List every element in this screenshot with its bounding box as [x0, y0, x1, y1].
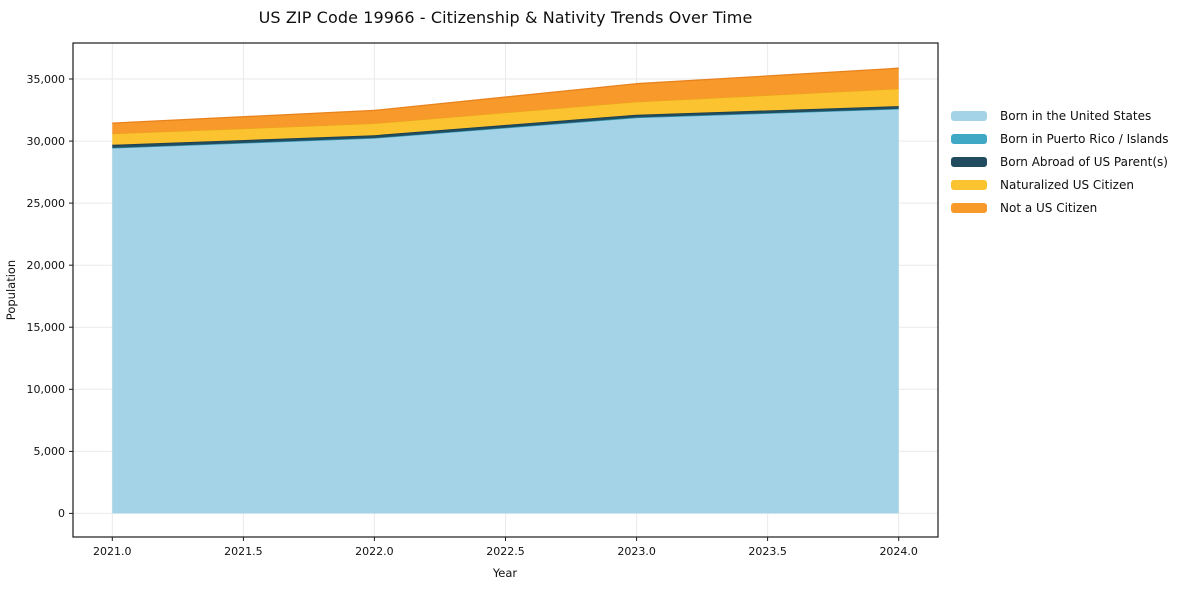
- y-tick-label: 5,000: [34, 445, 66, 458]
- x-tick-label: 2021.0: [93, 545, 132, 558]
- legend-item-4: Not a US Citizen: [951, 196, 1169, 219]
- legend-label: Born in the United States: [1000, 108, 1152, 123]
- y-tick-label: 20,000: [27, 259, 66, 272]
- area-series-2: [112, 106, 899, 148]
- area-series-0: [112, 108, 899, 514]
- legend-swatch: [951, 202, 987, 213]
- legend: Born in the United States Born in Puerto …: [951, 104, 1169, 219]
- legend-item-2: Born Abroad of US Parent(s): [951, 150, 1169, 173]
- x-tick-label: 2022.0: [355, 545, 394, 558]
- y-tick-label: 35,000: [27, 73, 66, 86]
- y-tick-label: 25,000: [27, 197, 66, 210]
- area-series-4: [112, 68, 899, 134]
- x-tick-label: 2021.5: [224, 545, 263, 558]
- legend-label: Not a US Citizen: [1000, 200, 1098, 215]
- x-tick-label: 2024.0: [879, 545, 918, 558]
- legend-swatch: [951, 179, 987, 190]
- plot-area: 2021.0 2021.5 2022.0 2022.5 2023.0 2023.5 2024…: [27, 42, 939, 558]
- legend-item-0: Born in the United States: [951, 104, 1169, 127]
- legend-item-3: Naturalized US Citizen: [951, 173, 1169, 196]
- x-axis-label: Year: [492, 566, 518, 580]
- y-tick-label: 30,000: [27, 135, 66, 148]
- x-tick-label: 2023.5: [748, 545, 787, 558]
- area-series-3: [112, 88, 899, 145]
- y-axis-label: Population: [4, 260, 18, 320]
- legend-label: Born in Puerto Rico / Islands: [1000, 131, 1169, 146]
- x-tick-label: 2022.5: [486, 545, 525, 558]
- x-tick-label: 2023.0: [617, 545, 656, 558]
- legend-label: Naturalized US Citizen: [1000, 177, 1134, 192]
- y-tick-label: 15,000: [27, 321, 66, 334]
- y-tick-label: 10,000: [27, 383, 66, 396]
- legend-label: Born Abroad of US Parent(s): [1000, 154, 1168, 169]
- legend-item-1: Born in Puerto Rico / Islands: [951, 127, 1169, 150]
- chart-title: US ZIP Code 19966 - Citizenship & Nativi…: [258, 8, 753, 27]
- legend-swatch: [951, 110, 987, 121]
- y-tick-label: 0: [58, 507, 65, 520]
- area-series-4-edge: [112, 67, 899, 124]
- legend-swatch: [951, 156, 987, 167]
- legend-swatch: [951, 133, 987, 144]
